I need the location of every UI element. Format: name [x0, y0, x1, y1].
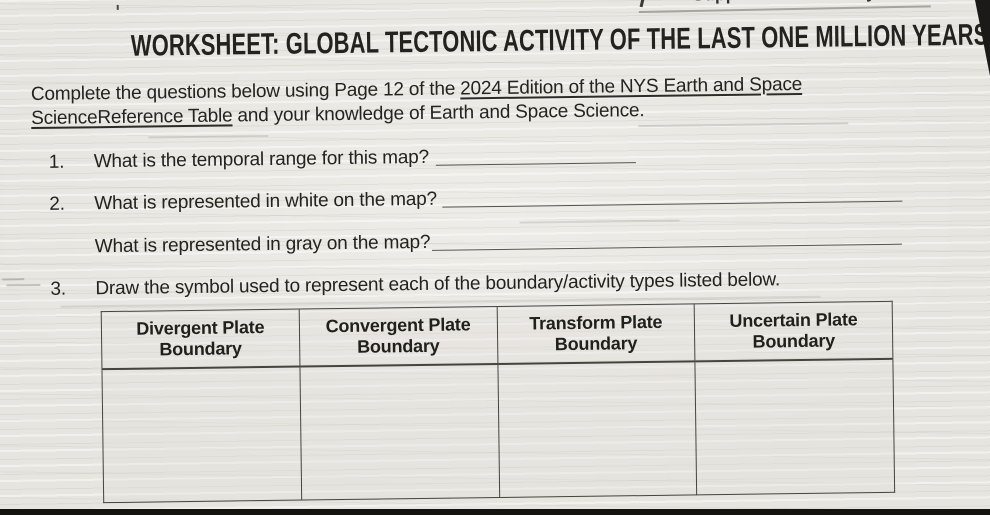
question-3: 3. Draw the symbol used to represent eac… [0, 267, 990, 304]
question-1-number: 1. [49, 152, 65, 174]
table-header-convergent: Convergent Plate Boundary [299, 306, 497, 366]
reference-table-link-part2: Reference Table [97, 105, 232, 128]
pencil-mark [148, 135, 268, 138]
symbol-table-body-row [102, 359, 895, 503]
cutoff-section-header: Supplemental Activity [692, 0, 876, 5]
table-header-uncertain: Uncertain Plate Boundary [694, 301, 892, 361]
question-2b: What is represented in gray on the map? [0, 225, 990, 262]
question-2: 2. What is represented in white on the m… [0, 182, 989, 219]
table-header-transform: Transform Plate Boundary [497, 304, 695, 364]
symbol-cell-divergent[interactable] [102, 367, 301, 503]
pencil-mark [117, 5, 119, 10]
question-1-text: What is the temporal range for this map? [94, 147, 429, 173]
question-3-number: 3. [50, 279, 66, 301]
question-2-text: What is represented in white on the map? [94, 189, 437, 215]
instructions-part1: Complete the questions below using Page … [31, 78, 461, 105]
worksheet-title: WORKSHEET: GLOBAL TECTONIC ACTIVITY OF T… [131, 22, 854, 61]
instructions-part2: and your knowledge of Earth and Space Sc… [232, 100, 644, 126]
question-1: 1. What is the temporal range for this m… [0, 140, 989, 177]
symbol-cell-transform[interactable] [497, 361, 696, 497]
pencil-mark [640, 0, 645, 7]
header-rule [639, 5, 931, 13]
question-3-text: Draw the symbol used to represent each o… [95, 269, 780, 300]
question-2-number: 2. [49, 194, 65, 216]
pencil-mark [638, 122, 848, 126]
symbol-table-header-row: Divergent Plate Boundary Convergent Plat… [101, 301, 893, 369]
pencil-mark [520, 220, 680, 224]
instructions-text: Complete the questions below using Page … [31, 72, 852, 131]
symbol-table: Divergent Plate Boundary Convergent Plat… [101, 301, 895, 503]
table-header-divergent: Divergent Plate Boundary [101, 309, 299, 369]
symbol-cell-uncertain[interactable] [695, 359, 894, 495]
pencil-mark [2, 278, 24, 280]
question-2b-text: What is represented in gray on the map? [95, 232, 431, 258]
symbol-cell-convergent[interactable] [300, 364, 499, 500]
